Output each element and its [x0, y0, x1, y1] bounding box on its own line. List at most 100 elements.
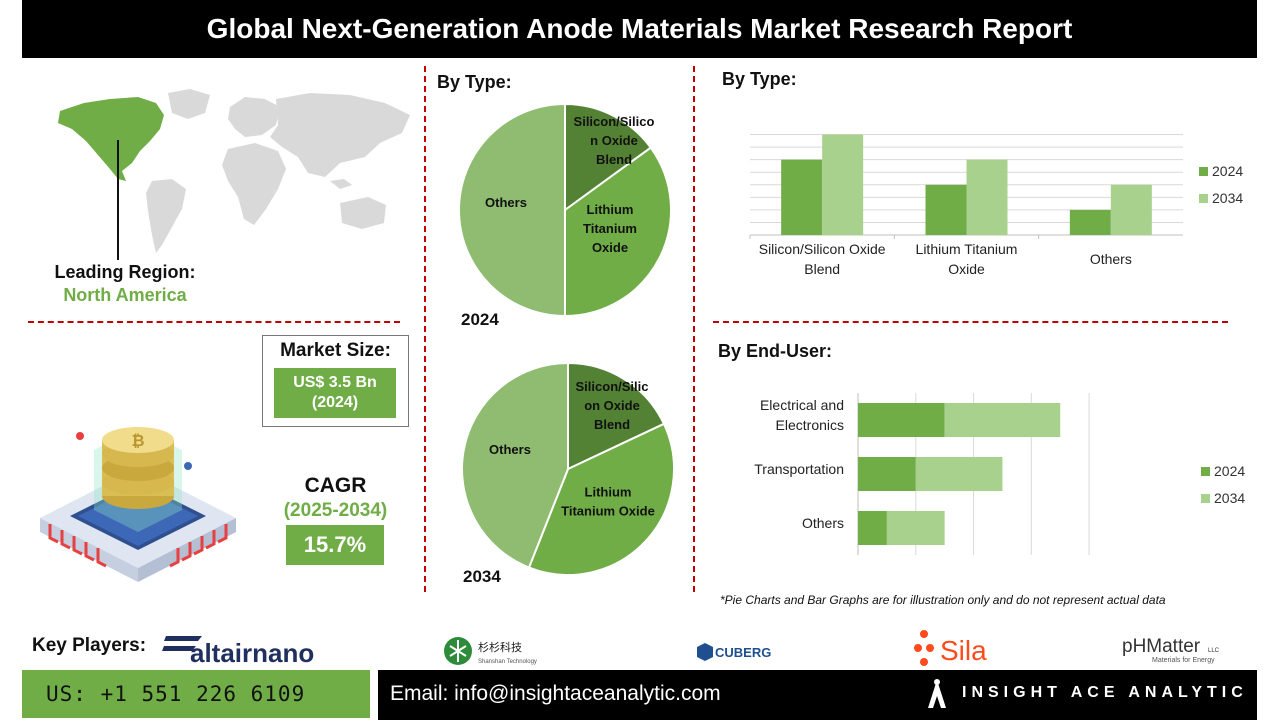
pie-slice-others: [458, 102, 566, 318]
pie-label-others: Others: [485, 195, 527, 210]
pie-label-lithium: Lithium: [587, 202, 634, 217]
market-size-label: Market Size:: [280, 340, 391, 361]
end-user-section-title: By End-User:: [718, 341, 833, 361]
leading-region-label: Leading Region:: [54, 262, 196, 282]
sila-wordmark: Sila: [940, 635, 987, 666]
divider-left: [28, 321, 400, 323]
legend-label-2024: 2024: [1212, 163, 1243, 179]
bar-2024-0: [858, 403, 945, 437]
map-australia: [340, 197, 386, 229]
category-label: Others: [802, 515, 844, 531]
shanshan-cn-name: 杉杉科技: [478, 640, 522, 654]
legend-swatch-2024: [1201, 467, 1210, 476]
market-size-amount: US$ 3.5 Bn: [293, 374, 377, 391]
pie-year-2024: 2024: [461, 310, 499, 329]
pie-label-silicon: Silicon/Silico: [574, 114, 655, 129]
cagr-value: 15.7%: [286, 525, 384, 565]
legend-swatch-2034: [1199, 194, 1208, 203]
pie-label-lithium: Oxide: [592, 240, 628, 255]
bar-2034-2: [886, 511, 945, 545]
category-label: Oxide: [948, 261, 985, 277]
divider-vertical-1: [424, 66, 426, 592]
pie-label-others: Others: [489, 442, 531, 457]
altairnano-logo: altairnano: [162, 632, 330, 666]
phmatter-llc: LLC: [1208, 648, 1220, 654]
footer-bar: Email: info@insightaceanalytic.com INSIG…: [378, 670, 1257, 720]
type-bar-section-title: By Type:: [722, 69, 797, 89]
map-islands: [330, 179, 352, 189]
bar-2034-0: [944, 403, 1061, 437]
pie-label-silicon: n Oxide: [590, 133, 638, 148]
legend-label-2034: 2034: [1214, 490, 1245, 506]
category-label: Others: [1090, 251, 1132, 267]
pie-label-silicon: Blend: [596, 152, 632, 167]
bar-2034-1: [915, 457, 1003, 491]
illustration-note: *Pie Charts and Bar Graphs are for illus…: [720, 593, 1166, 607]
leading-region-value: North America: [63, 285, 187, 305]
pie-slice-silicon: [564, 102, 653, 212]
legend-swatch-2024: [1199, 167, 1208, 176]
sila-logo: Sila: [912, 628, 994, 668]
pie-label-lithium: Titanium Oxide: [561, 504, 655, 519]
pie-chart-2024: Silicon/Silico n Oxide Blend Lithium Titaniu…: [458, 102, 672, 318]
report-title: Global Next-Generation Anode Materials M…: [22, 0, 1257, 58]
pie-section-title: By Type:: [437, 72, 512, 92]
pie-label-silicon: Silicon/Silic: [576, 379, 649, 394]
phmatter-wordmark: pHMatter: [1122, 636, 1201, 657]
svg-text:₿: ₿: [131, 432, 144, 450]
coin-chip-illustration: ₿: [40, 427, 236, 582]
category-label: Electronics: [776, 417, 844, 433]
leader-line: [117, 140, 119, 260]
category-label: Blend: [804, 261, 840, 277]
pie-slice-others: [461, 361, 569, 569]
bar-2024-1: [925, 184, 967, 235]
cagr-period: (2025-2034): [283, 500, 388, 521]
insightace-logo-icon: [928, 679, 946, 708]
world-map: [58, 89, 410, 253]
contact-email[interactable]: Email: info@insightaceanalytic.com: [390, 682, 721, 705]
category-label: Electrical and: [760, 397, 844, 413]
pie-slice-silicon: [567, 361, 666, 471]
pie-year-2034: 2034: [463, 567, 501, 586]
legend-label-2034: 2034: [1212, 190, 1243, 206]
map-europe: [228, 97, 280, 137]
type-bar-chart: Silicon/Silicon Oxide Blend Lithium Titani…: [749, 134, 1243, 277]
pie-slice-lithium: [527, 422, 675, 576]
map-africa: [222, 143, 286, 225]
bar-2034-1: [966, 159, 1008, 235]
category-label: Silicon/Silicon Oxide: [759, 241, 886, 257]
contact-phone[interactable]: US: +1 551 226 6109: [22, 670, 370, 718]
pie-label-lithium: Lithium: [585, 485, 632, 500]
phmatter-tagline: Materials for Energy: [1152, 657, 1215, 664]
brand-name: INSIGHT ACE ANALYTIC: [962, 684, 1248, 701]
bar-2024-1: [858, 457, 916, 491]
map-north-america: [58, 97, 164, 181]
shanshan-en-name: Shanshan Technology: [478, 659, 537, 665]
cuberg-wordmark: CUBERG: [715, 645, 771, 660]
market-size-box: Market Size: US$ 3.5 Bn (2024): [262, 335, 409, 427]
market-size-value: US$ 3.5 Bn (2024): [274, 368, 396, 418]
cagr-label: CAGR: [304, 474, 367, 497]
map-south-america: [146, 179, 186, 253]
shanshan-logo: 杉杉科技 Shanshan Technology: [442, 636, 542, 668]
bar-2034-0: [822, 134, 864, 235]
bar-2024-0: [781, 159, 823, 235]
divider-vertical-2: [693, 66, 695, 592]
map-asia: [270, 93, 410, 177]
map-greenland: [168, 89, 210, 119]
phmatter-logo: pHMatter LLC Materials for Energy: [1122, 632, 1222, 666]
pie-label-silicon: Blend: [594, 417, 630, 432]
legend-label-2024: 2024: [1214, 463, 1245, 479]
cuberg-logo: CUBERG: [695, 641, 785, 663]
end-user-bar-chart: Electrical and Electronics Transportation O…: [754, 393, 1245, 555]
pie-label-silicon: on Oxide: [584, 398, 640, 413]
category-label: Lithium Titanium: [916, 241, 1018, 257]
category-label: Transportation: [754, 461, 844, 477]
key-players-label: Key Players:: [32, 635, 147, 656]
bar-2024-2: [1069, 209, 1111, 235]
market-size-year: (2024): [311, 394, 359, 411]
altairnano-wordmark: altairnano: [190, 638, 314, 666]
bar-2024-2: [858, 511, 887, 545]
pie-slice-lithium: [564, 146, 672, 318]
legend-swatch-2034: [1201, 494, 1210, 503]
